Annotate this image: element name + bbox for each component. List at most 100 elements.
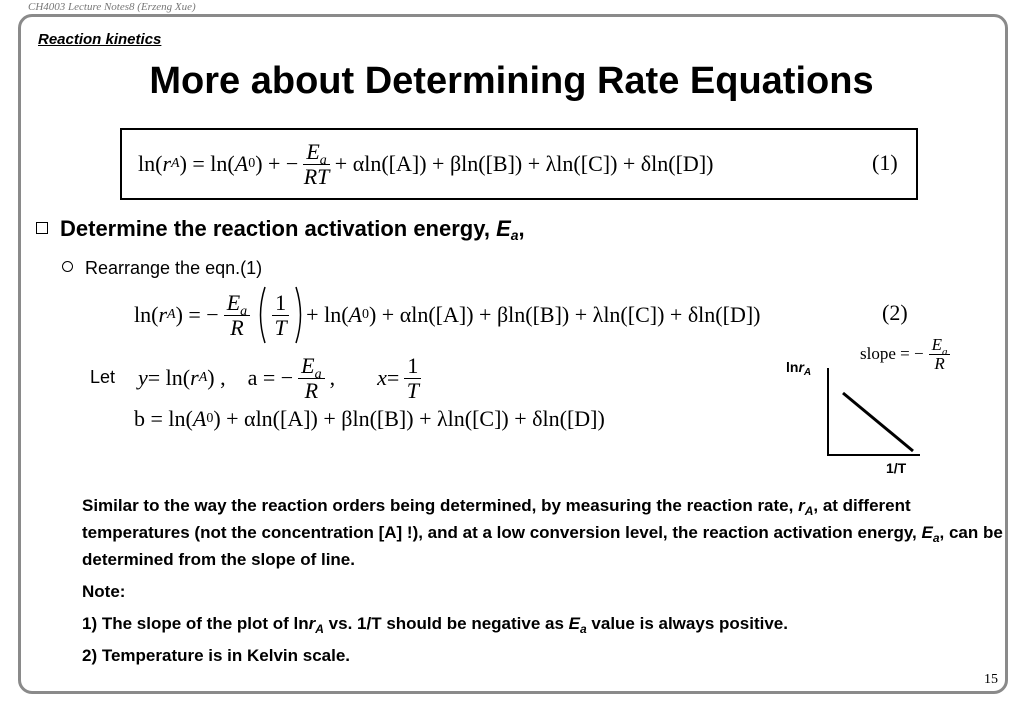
- text-run: a: [511, 227, 519, 243]
- text-run: a: [580, 622, 587, 636]
- text-run: r: [798, 359, 804, 375]
- text-run: r: [162, 151, 172, 176]
- text-run: E: [301, 353, 315, 379]
- text-run: a: [932, 531, 940, 545]
- text-run: r: [798, 496, 805, 515]
- equation-number: (1): [872, 150, 898, 175]
- text-run: A: [804, 504, 814, 518]
- text-run: a: [941, 346, 948, 358]
- numerator: Ea: [223, 290, 251, 319]
- note-item: 2) Temperature is in Kelvin scale.: [82, 646, 350, 666]
- trend-line: [842, 391, 914, 453]
- text-run: r: [158, 302, 168, 327]
- text-run: ln: [786, 359, 799, 375]
- numerator: 1: [272, 291, 290, 316]
- text-run: A: [234, 151, 249, 176]
- fraction: Ea RT: [303, 139, 330, 188]
- numerator: Ea: [298, 353, 325, 382]
- let-label: Let: [90, 367, 116, 387]
- running-title: CH4003 Lecture Notes8 (Erzeng Xue): [28, 1, 196, 13]
- text-run: =: [386, 365, 400, 390]
- paren: [295, 286, 302, 344]
- fraction: Ea R: [298, 353, 325, 403]
- section-label: Reaction kinetics: [38, 31, 162, 48]
- text-run: ,: [329, 365, 336, 390]
- text-run: ln(: [138, 151, 163, 176]
- text-run: A: [315, 622, 324, 636]
- bullet-marker: [36, 222, 48, 234]
- text-run: , at different temperatures (not the con…: [82, 496, 922, 542]
- text-run: a: [580, 622, 587, 636]
- text-run: A: [804, 367, 811, 378]
- sketch-plot: [827, 368, 920, 456]
- text-run: y: [138, 365, 148, 390]
- text-run: R: [304, 377, 319, 403]
- text-run: ) = −: [175, 302, 219, 327]
- fraction: Ea R: [223, 290, 251, 340]
- text-run: a: [240, 304, 248, 320]
- text-run: E: [496, 216, 511, 241]
- text-run: b = ln(: [134, 406, 193, 431]
- text-run: vs. 1/T should be negative as: [323, 614, 569, 633]
- text-run: Similar to the way the reaction orders b…: [82, 496, 799, 515]
- paren: [259, 286, 266, 344]
- axes: [827, 368, 920, 456]
- text-run: E: [306, 139, 320, 165]
- x-axis-label: 1/T: [886, 460, 907, 476]
- text-run: T: [274, 314, 287, 340]
- text-run: slope = −: [860, 344, 924, 364]
- text-run: a: [933, 531, 940, 545]
- text-run: A: [192, 406, 207, 431]
- text-run: T: [406, 377, 419, 403]
- page-number: 15: [984, 672, 998, 687]
- text-run: R: [230, 314, 244, 340]
- b-line: b = ln(A 0) + αln([A]) + βln([B]) + λln([…: [134, 406, 605, 431]
- text-run: A: [803, 367, 812, 378]
- text-run: ,: [518, 216, 525, 241]
- text-run: ) + −: [255, 151, 299, 176]
- text-run: A: [198, 370, 208, 385]
- text-run: A: [348, 302, 362, 327]
- equation-1: ln(r A) = ln(A 0) + − Ea RT + αln([A]) + βl…: [138, 139, 714, 189]
- text-run: + ln(: [306, 302, 349, 327]
- text-run: E: [931, 335, 942, 354]
- text-run: a: [240, 304, 247, 319]
- text-run: E: [226, 290, 241, 316]
- text-run: a: [320, 153, 327, 168]
- y-axis-label: lnrA: [786, 359, 811, 378]
- text-run: ) = ln(: [179, 151, 235, 176]
- numerator: Ea: [928, 335, 951, 358]
- text-run: A: [315, 622, 324, 636]
- slope-formula: slope = − Ea R: [860, 336, 955, 373]
- note-item: 1) The slope of the plot of lnrA vs. 1/T…: [82, 614, 788, 636]
- text-run: , can be determined from the slope of li…: [82, 523, 1003, 569]
- text-run: E: [568, 614, 580, 633]
- text-run: ) + αln([A]) + βln([B]) + λln([C]) + δln…: [368, 302, 761, 327]
- text-run: value is always positive.: [586, 614, 788, 633]
- note-heading: Note:: [82, 582, 126, 601]
- text-run: A: [171, 156, 180, 171]
- paragraph: Similar to the way the reaction orders b…: [82, 492, 1014, 573]
- equation-box: [120, 128, 918, 200]
- text-run: Rearrange the eqn.(1): [85, 258, 263, 278]
- bullet-marker: [62, 261, 73, 272]
- text-run: + αln([A]) + βln([B]) + λln([C]) + δln([…: [334, 151, 714, 176]
- text-run: Determine the reaction activation energy…: [60, 216, 497, 241]
- text-run: = ln(: [147, 365, 191, 390]
- text-run: ) ,: [207, 365, 226, 390]
- bullet-1: Determine the reaction activation energy…: [36, 216, 525, 242]
- slide-frame: [18, 14, 1008, 694]
- text-run: ln(: [134, 302, 159, 327]
- text-run: a: [942, 346, 948, 358]
- text-run: ) + αln([A]) + βln([B]) + λln([C]) + δln…: [213, 406, 605, 431]
- text-run: E: [921, 523, 933, 542]
- numerator: 1: [404, 354, 422, 379]
- text-run: x: [377, 365, 387, 390]
- slide-title: More about Determining Rate Equations: [149, 60, 874, 102]
- text-run: A: [805, 504, 814, 518]
- text-run: A: [167, 307, 176, 322]
